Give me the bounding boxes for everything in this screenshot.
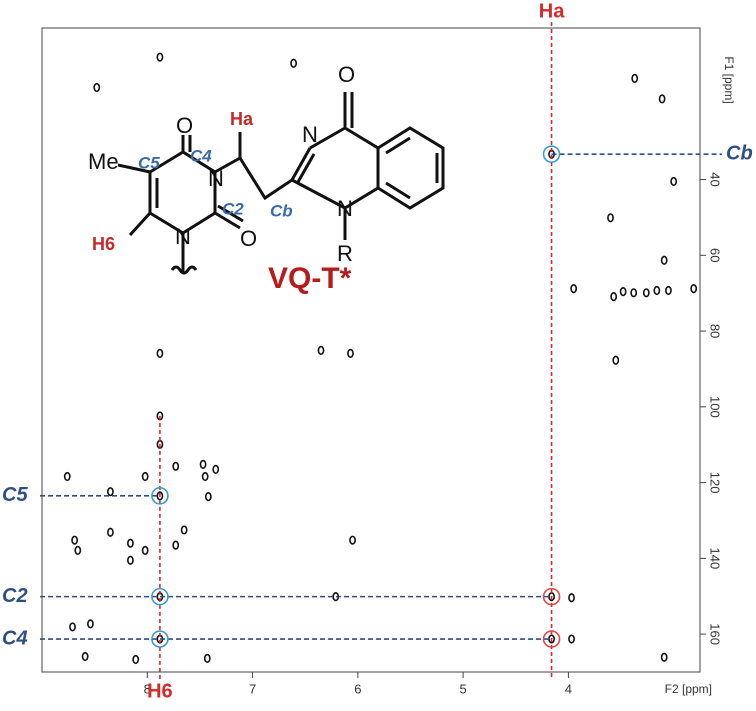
peak [347, 348, 354, 359]
highlight-circle [151, 630, 169, 648]
peak [63, 471, 71, 482]
peak [69, 622, 76, 632]
atom-label: Me [88, 149, 119, 174]
peak [631, 73, 639, 83]
peak [568, 593, 575, 603]
peak [630, 288, 638, 298]
atom-annotation: H6 [92, 234, 115, 254]
y-tick-label: 80 [708, 324, 723, 338]
highlight-circle [542, 587, 561, 606]
atom-label: R [337, 241, 353, 266]
peak [658, 94, 666, 104]
peak [132, 654, 140, 665]
peak [87, 619, 94, 629]
peak [670, 176, 678, 187]
peak [607, 213, 614, 223]
highlight-circle [151, 587, 169, 606]
peak [156, 491, 164, 501]
peak [127, 555, 134, 565]
peak [201, 471, 209, 482]
y-tick-label: 160 [708, 623, 723, 645]
peak [665, 285, 672, 296]
peak [204, 492, 212, 502]
peak [180, 525, 188, 535]
peak [660, 652, 668, 662]
atom-label: N [337, 196, 353, 221]
peak [570, 284, 578, 294]
x-tick-label: 5 [460, 681, 467, 696]
x-tick-label: 6 [354, 681, 361, 696]
peak [568, 634, 575, 644]
peak [107, 487, 114, 497]
peak [212, 464, 220, 474]
peak [156, 348, 164, 359]
atom-annotation: C4 [190, 146, 212, 165]
atom-label: N [208, 166, 224, 191]
x-tick-label: 7 [249, 681, 256, 696]
atom-label: O [240, 226, 257, 251]
atom-label: N [175, 224, 191, 249]
peak [690, 284, 698, 294]
highlight-circle [151, 487, 169, 505]
guide-label: Cb [726, 142, 753, 164]
guide-label: Ha [539, 0, 565, 22]
guide-label: H6 [147, 680, 173, 702]
peak [290, 58, 298, 68]
peak [74, 545, 82, 555]
atom-label: N [302, 122, 318, 147]
peak [317, 345, 325, 355]
peak [172, 540, 180, 550]
peak [71, 535, 79, 545]
y-tick-label: 140 [708, 548, 723, 570]
peak [653, 285, 661, 296]
guide-label: C2 [2, 585, 28, 607]
peak [172, 461, 180, 471]
peak [107, 527, 114, 537]
peak [660, 255, 668, 265]
atom-annotation: C2 [222, 199, 244, 218]
atom-annotation: C5 [138, 153, 160, 172]
atom-annotation: Ha [230, 109, 254, 129]
guide-label: C5 [2, 484, 28, 506]
highlight-circle [542, 630, 561, 648]
peak [610, 291, 618, 302]
y-tick-label: 100 [708, 396, 723, 418]
peak [156, 52, 164, 62]
peak [619, 287, 627, 297]
peak [349, 535, 356, 545]
peak [642, 288, 650, 298]
x-tick-label: 8 [144, 681, 151, 696]
atom-annotation: Cb [270, 201, 293, 220]
y-axis-label: F1 [ppm] [722, 56, 736, 103]
molecule-bonds [117, 92, 445, 275]
y-tick-label: 40 [708, 172, 723, 186]
compound-name: VQ-T* [268, 262, 352, 295]
plot-frame [41, 27, 701, 673]
peak [127, 538, 134, 548]
y-tick-label: 120 [708, 472, 723, 494]
peak [199, 459, 207, 470]
peak [81, 651, 89, 662]
x-tick-label: 4 [565, 681, 572, 696]
peak [612, 355, 620, 365]
highlight-circle [542, 145, 561, 163]
structure: Me C5 C4 O N C2 O N H6 Ha Cb N O N R VQ-… [88, 62, 445, 295]
peak [141, 471, 149, 482]
atom-label: O [338, 62, 355, 87]
peak [141, 545, 149, 555]
x-axis-label: F2 [ppm] [665, 682, 712, 696]
guide-label: C4 [2, 627, 28, 649]
peak [93, 82, 101, 93]
atom-label: O [176, 113, 193, 138]
peak [203, 653, 211, 663]
y-tick-label: 60 [708, 248, 723, 262]
